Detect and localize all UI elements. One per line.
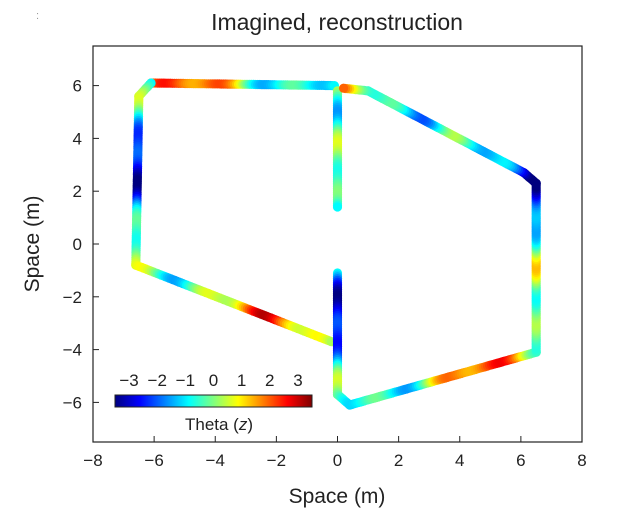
colorbar-label-variable: z: [238, 415, 248, 434]
colorbar-tick-label: 2: [265, 371, 274, 390]
y-tick-label: 6: [73, 77, 82, 96]
y-tick-label: −6: [63, 393, 82, 412]
corner-mark: :: [36, 10, 40, 22]
colorbar-bar: [114, 394, 313, 408]
x-axis-ticks: −8 −6 −4 −2 0 2 4 6 8: [83, 436, 587, 470]
colorbar-label-main: Theta (: [185, 415, 239, 434]
colorbar-ticks: −3 −2 −1 0 1 2 3: [119, 371, 302, 390]
trajectory-layer: [131, 78, 541, 410]
x-tick-label: 4: [455, 451, 464, 470]
y-tick-label: 0: [73, 235, 82, 254]
y-axis-label: Space (m): [21, 196, 44, 293]
x-tick-label: −2: [267, 451, 286, 470]
y-tick-label: −2: [63, 288, 82, 307]
x-tick-label: −6: [144, 451, 163, 470]
colorbar-tick-label: −3: [119, 371, 138, 390]
colorbar-label-end: ): [247, 415, 253, 434]
colorbar-label: Theta (z): [185, 415, 253, 434]
colorbar-tick-label: 0: [209, 371, 218, 390]
colorbar-tick-label: −2: [148, 371, 167, 390]
trajectory-point: [332, 202, 343, 212]
colorbar: −3 −2 −1 0 1 2 3 Theta (z): [114, 371, 313, 434]
x-tick-label: 2: [394, 451, 403, 470]
x-tick-label: 8: [577, 451, 586, 470]
trajectory-point: [339, 83, 349, 93]
colorbar-tick-label: −1: [176, 371, 195, 390]
chart-title: Imagined, reconstruction: [211, 9, 463, 35]
y-tick-label: 4: [73, 129, 82, 148]
x-axis-label: Space (m): [289, 485, 386, 508]
x-tick-label: −4: [206, 451, 225, 470]
x-tick-label: 6: [516, 451, 525, 470]
y-tick-label: 2: [73, 182, 82, 201]
y-axis-ticks: −6 −4 −2 0 2 4 6: [63, 77, 99, 412]
colorbar-tick-label: 3: [293, 371, 302, 390]
y-tick-label: −4: [63, 341, 82, 360]
x-tick-label: −8: [83, 451, 102, 470]
x-tick-label: 0: [333, 451, 342, 470]
colorbar-tick-label: 1: [237, 371, 246, 390]
